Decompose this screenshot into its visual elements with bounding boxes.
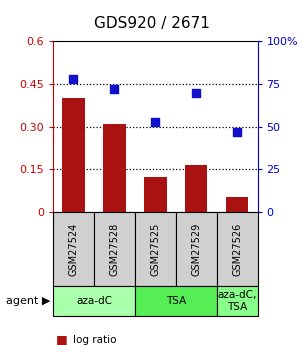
Text: GSM27529: GSM27529 — [191, 223, 201, 276]
Bar — [94, 212, 135, 286]
Text: GSM27526: GSM27526 — [232, 223, 242, 276]
Text: aza-dC,
TSA: aza-dC, TSA — [218, 290, 257, 312]
Bar — [103, 124, 126, 212]
Text: log ratio: log ratio — [73, 335, 116, 345]
Text: GSM27524: GSM27524 — [68, 223, 78, 276]
Point — [153, 119, 158, 125]
Bar — [176, 212, 217, 286]
Bar — [217, 286, 258, 316]
Bar — [53, 212, 94, 286]
Text: agent ▶: agent ▶ — [6, 296, 50, 306]
Bar — [144, 177, 167, 212]
Point — [194, 90, 199, 95]
Bar — [53, 286, 135, 316]
Bar — [135, 286, 217, 316]
Bar — [185, 165, 208, 212]
Bar — [226, 197, 248, 212]
Text: TSA: TSA — [166, 296, 186, 306]
Point — [235, 129, 239, 135]
Bar — [62, 98, 85, 212]
Point — [71, 76, 76, 82]
Bar — [217, 212, 258, 286]
Text: GSM27528: GSM27528 — [109, 223, 119, 276]
Bar — [135, 212, 176, 286]
Point — [112, 87, 117, 92]
Text: GDS920 / 2671: GDS920 / 2671 — [94, 16, 209, 30]
Text: aza-dC: aza-dC — [76, 296, 112, 306]
Text: ■: ■ — [56, 333, 68, 345]
Text: GSM27525: GSM27525 — [150, 223, 160, 276]
